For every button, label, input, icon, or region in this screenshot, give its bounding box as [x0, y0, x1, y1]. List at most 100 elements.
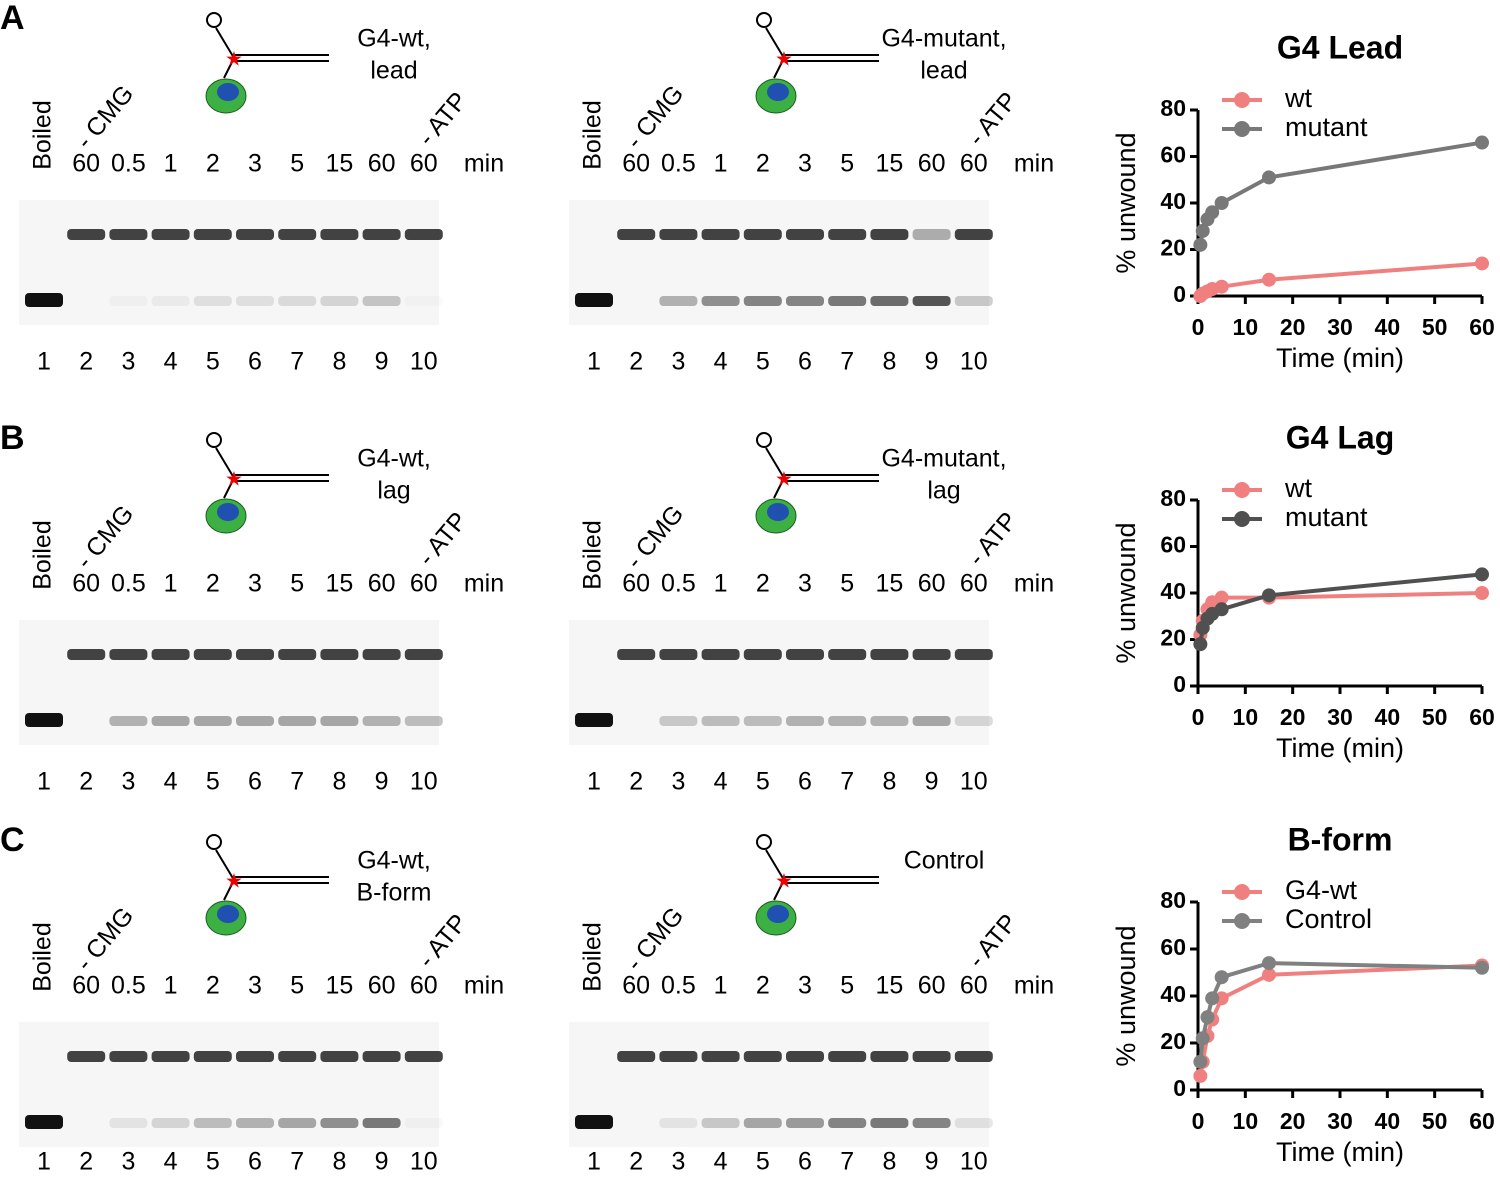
lane-number: 2	[79, 348, 93, 376]
line	[1198, 140, 1483, 246]
legend-marker	[1234, 511, 1250, 527]
band-lower	[954, 716, 993, 726]
star: ★	[225, 870, 243, 892]
band-lower	[575, 293, 613, 307]
y-tick-label: 40	[1160, 981, 1186, 1007]
point	[1205, 205, 1220, 220]
time-label: 60	[960, 150, 988, 178]
band-upper	[67, 1051, 106, 1062]
lane-number: 8	[882, 1148, 896, 1176]
time-label: 0.5	[111, 570, 146, 598]
lane-number: 10	[960, 1148, 988, 1176]
lane-number: 6	[798, 1148, 812, 1176]
schematic	[756, 432, 772, 448]
band-upper	[870, 229, 909, 240]
time-label: 15	[325, 972, 353, 1000]
lane-number: 1	[587, 768, 601, 796]
time-label: 60	[918, 570, 946, 598]
point	[1193, 637, 1208, 652]
y-tick-label: 60	[1160, 142, 1186, 168]
schematic	[215, 849, 329, 901]
helicase	[217, 83, 239, 101]
legend-label: mutant	[1285, 112, 1368, 142]
x-tick-label: 0	[1192, 704, 1205, 730]
line	[1198, 572, 1483, 645]
time-label: 1	[164, 570, 178, 598]
gel	[569, 200, 989, 325]
point	[1262, 272, 1276, 287]
x-tick-label: 50	[1422, 704, 1448, 730]
band-upper	[236, 1051, 274, 1062]
lane-number: 6	[798, 348, 812, 376]
band-upper	[912, 229, 951, 240]
time-label: 2	[756, 570, 770, 598]
x-tick-label: 30	[1327, 704, 1353, 730]
band-lower	[404, 716, 443, 726]
lane-header: - CMG	[621, 500, 690, 574]
x-axis-title: Time (min)	[1276, 733, 1404, 763]
schematic	[756, 12, 772, 28]
lane-number: 3	[671, 348, 685, 376]
band-upper	[151, 649, 190, 660]
x-tick-label: 40	[1375, 1108, 1401, 1134]
legend-marker	[1234, 92, 1250, 108]
time-label: 60	[622, 972, 650, 1000]
band-upper	[828, 649, 867, 660]
band-lower	[743, 716, 782, 726]
y-axis-title: % unwound	[1111, 522, 1141, 663]
time-label: 15	[875, 972, 903, 1000]
band-lower	[193, 296, 232, 306]
band-lower	[25, 713, 63, 727]
legend-label: wt	[1284, 473, 1312, 503]
band-lower	[25, 1115, 63, 1129]
y-tick-label: 0	[1173, 1075, 1186, 1101]
schematic	[206, 432, 222, 448]
band-lower	[109, 1118, 148, 1128]
y-tick-label: 40	[1160, 188, 1186, 214]
panel-label: C	[0, 821, 25, 859]
band-upper	[404, 649, 443, 660]
construct-label: G4-wt,	[357, 847, 431, 875]
point	[1214, 590, 1229, 605]
band-lower	[109, 716, 148, 726]
band-lower	[701, 1118, 740, 1128]
star: ★	[775, 870, 793, 892]
legend-marker	[1234, 482, 1250, 498]
band-upper	[362, 649, 401, 660]
lane-number: 9	[375, 768, 389, 796]
lane-header: - ATP	[963, 909, 1023, 973]
band-upper	[828, 229, 867, 240]
unit-label: min	[464, 150, 504, 178]
time-label: 3	[248, 972, 262, 1000]
band-lower	[912, 1118, 951, 1128]
band-upper	[362, 229, 401, 240]
lane-number: 4	[164, 768, 178, 796]
band-lower	[320, 1118, 359, 1128]
chart-title: B-form	[1288, 821, 1393, 857]
x-tick-label: 20	[1280, 1108, 1306, 1134]
construct-label: lead	[920, 57, 967, 85]
band-lower	[912, 296, 951, 306]
lane-header: - ATP	[413, 507, 473, 571]
time-label: 60	[72, 972, 100, 1000]
time-label: 1	[164, 150, 178, 178]
y-tick-label: 20	[1160, 625, 1186, 651]
lane-header: - ATP	[963, 87, 1023, 151]
x-tick-label: 60	[1469, 1108, 1495, 1134]
lane-number: 5	[206, 348, 220, 376]
lane-header: Boiled	[579, 520, 607, 590]
time-label: 15	[325, 150, 353, 178]
time-label: 60	[622, 570, 650, 598]
gel	[569, 1022, 989, 1147]
schematic	[206, 834, 222, 850]
band-lower	[193, 716, 232, 726]
time-label: 60	[368, 972, 396, 1000]
construct-label: B-form	[357, 879, 432, 907]
band-lower	[575, 713, 613, 727]
band-upper	[278, 649, 317, 660]
lane-header: - ATP	[413, 909, 473, 973]
x-tick-label: 50	[1422, 1108, 1448, 1134]
lane-number: 7	[840, 348, 854, 376]
band-lower	[362, 716, 401, 726]
time-label: 15	[875, 150, 903, 178]
